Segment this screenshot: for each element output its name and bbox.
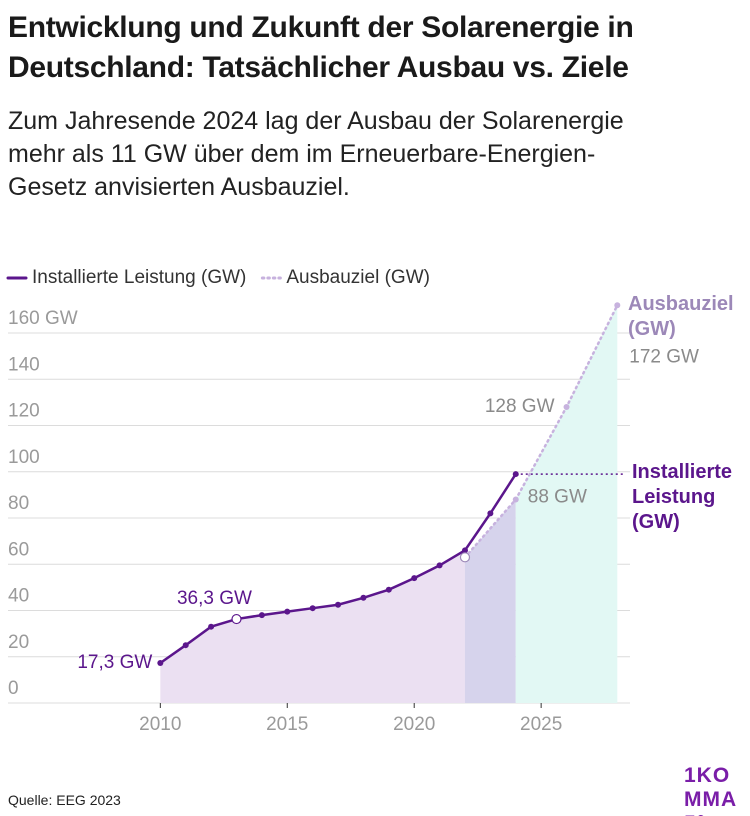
y-tick-label: 160 GW [8, 308, 78, 329]
end-label: Installierte Leistung (GW) [632, 461, 733, 533]
point [182, 642, 189, 649]
end-label: Ausbauziel (GW) [628, 293, 734, 340]
y-tick-label: 0 [8, 678, 19, 699]
value-label: 172 GW [629, 346, 699, 367]
y-tick-label: 80 [8, 493, 29, 514]
point [208, 623, 215, 630]
value-label: 88 GW [528, 487, 587, 508]
x-tick-label: 2010 [139, 714, 181, 735]
point [157, 659, 164, 666]
y-tick-label: 100 [8, 447, 40, 468]
point [512, 471, 519, 478]
x-tick-label: 2015 [266, 714, 308, 735]
point [411, 575, 418, 582]
source: Quelle: EEG 2023 [8, 792, 121, 808]
legend-label: Ausbauziel (GW) [286, 267, 430, 288]
area [464, 499, 516, 703]
area [515, 305, 618, 703]
point [614, 302, 621, 309]
y-tick-label: 140 [8, 354, 40, 375]
value-label: 17,3 GW [77, 652, 152, 673]
value-label: 36,3 GW [177, 588, 252, 609]
point [487, 510, 494, 517]
value-label: 128 GW [485, 396, 555, 417]
chart-title: Entwicklung und Zukunft der Solarenergie… [8, 11, 634, 84]
y-tick-label: 20 [8, 632, 29, 653]
area [160, 550, 465, 703]
legend-label: Installierte Leistung (GW) [32, 267, 246, 288]
x-tick-label: 2020 [393, 714, 435, 735]
y-tick-label: 120 [8, 401, 40, 422]
y-tick-label: 40 [8, 586, 29, 607]
point [385, 586, 392, 593]
point [335, 601, 342, 608]
point [461, 547, 468, 554]
point [512, 496, 519, 503]
chart-subtitle: Zum Jahresende 2024 lag der Ausbau der S… [8, 107, 624, 201]
point [231, 613, 242, 625]
series-line [463, 304, 619, 559]
x-tick-label: 2025 [520, 714, 562, 735]
point [563, 404, 570, 410]
point [436, 562, 443, 569]
point [258, 612, 265, 619]
point [459, 552, 471, 563]
y-tick-label: 60 [8, 539, 29, 560]
point [360, 594, 367, 601]
point [309, 605, 316, 612]
logo: 1KOMMA5° [684, 764, 738, 816]
point [284, 608, 291, 615]
